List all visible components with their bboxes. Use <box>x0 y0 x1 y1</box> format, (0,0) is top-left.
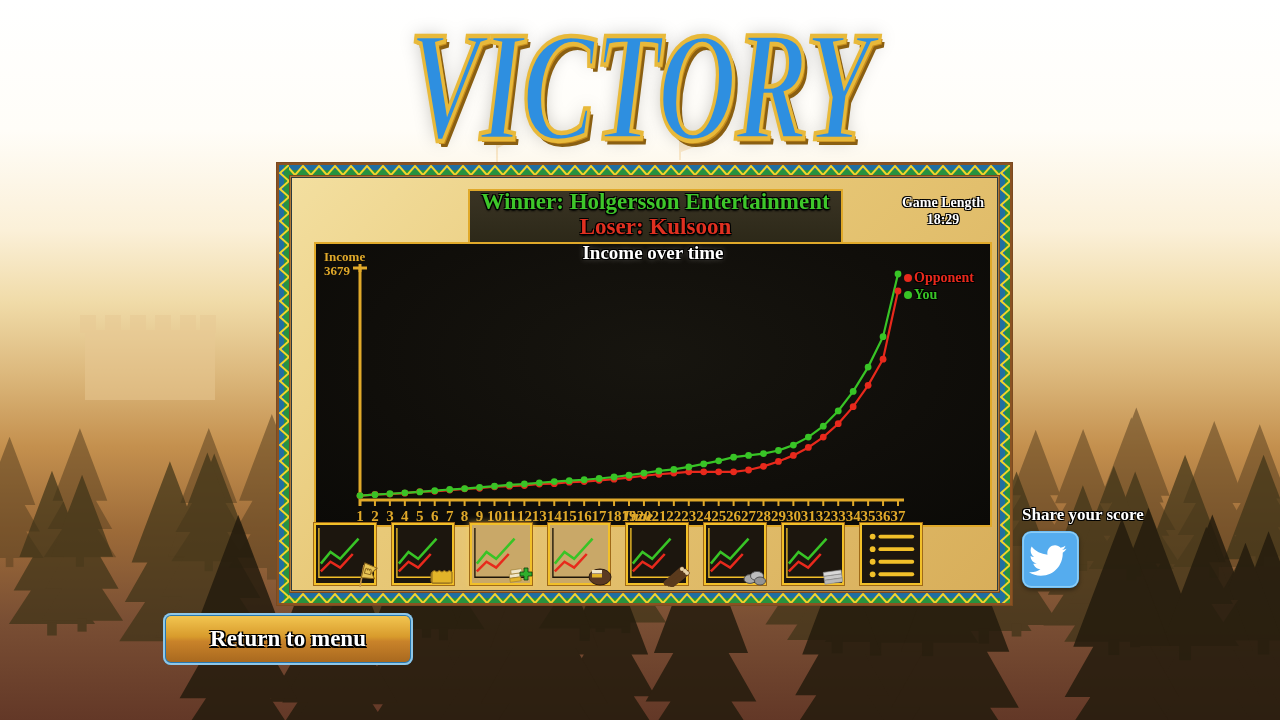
svg-text:5: 5 <box>416 508 424 524</box>
svg-text:26: 26 <box>726 508 742 524</box>
svg-text:28: 28 <box>756 508 771 524</box>
svg-text:37: 37 <box>891 508 907 524</box>
svg-text:23: 23 <box>681 508 696 524</box>
svg-text:35: 35 <box>861 508 876 524</box>
svg-text:3: 3 <box>386 508 394 524</box>
svg-text:9: 9 <box>476 508 484 524</box>
svg-text:4: 4 <box>401 508 409 524</box>
svg-text:14: 14 <box>547 508 563 524</box>
svg-text:25: 25 <box>711 508 726 524</box>
svg-text:19: 19 <box>622 508 637 524</box>
svg-text:20: 20 <box>636 508 651 524</box>
svg-text:18: 18 <box>607 508 622 524</box>
svg-text:12: 12 <box>517 508 532 524</box>
svg-text:8: 8 <box>461 508 469 524</box>
svg-text:11: 11 <box>502 508 516 524</box>
svg-text:34: 34 <box>846 508 862 524</box>
svg-text:17: 17 <box>592 508 608 524</box>
svg-text:1: 1 <box>356 508 364 524</box>
svg-text:32: 32 <box>816 508 831 524</box>
svg-text:30: 30 <box>786 508 801 524</box>
svg-text:13: 13 <box>532 508 547 524</box>
svg-text:31: 31 <box>801 508 816 524</box>
svg-text:29: 29 <box>771 508 786 524</box>
svg-text:6: 6 <box>431 508 439 524</box>
svg-text:36: 36 <box>876 508 892 524</box>
svg-text:2: 2 <box>371 508 379 524</box>
svg-text:15: 15 <box>562 508 577 524</box>
svg-text:16: 16 <box>577 508 593 524</box>
svg-text:10: 10 <box>487 508 502 524</box>
svg-text:33: 33 <box>831 508 846 524</box>
svg-text:7: 7 <box>446 508 454 524</box>
svg-text:24: 24 <box>696 508 712 524</box>
svg-text:27: 27 <box>741 508 757 524</box>
svg-text:22: 22 <box>666 508 681 524</box>
svg-text:21: 21 <box>651 508 666 524</box>
